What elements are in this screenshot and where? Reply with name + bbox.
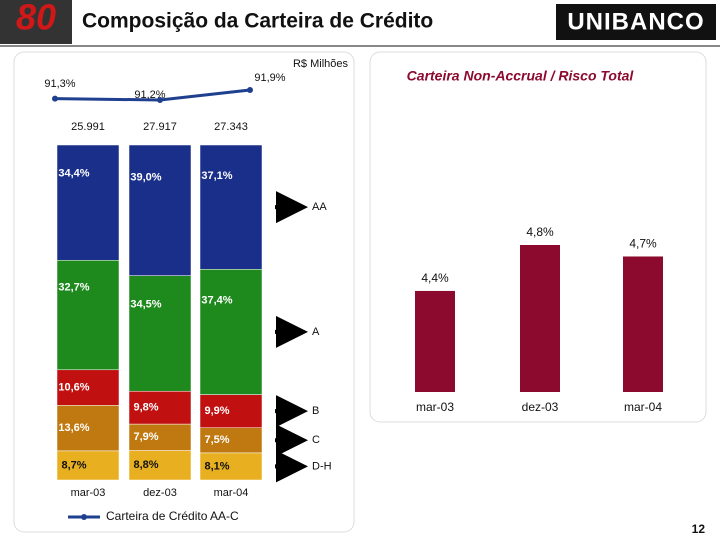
x-tick-label: dez-03 (522, 400, 559, 414)
value-label: 4,4% (421, 271, 449, 285)
series-label: A (312, 326, 320, 338)
bar-segment (199, 269, 263, 395)
bar-segment (128, 423, 192, 451)
bar (520, 245, 560, 392)
line-value-label: 91,3% (44, 78, 75, 90)
value-label: 8,8% (133, 459, 158, 471)
x-tick-label: mar-03 (71, 487, 106, 499)
line-value-label: 91,2% (134, 89, 165, 101)
logo: 80 (16, 0, 56, 38)
bar-segment (128, 450, 192, 481)
bar-segment (56, 259, 120, 371)
bar (623, 256, 663, 392)
bar-segment (199, 427, 263, 454)
legend-label: Carteira de Crédito AA-C (106, 509, 239, 523)
value-label: 4,8% (526, 225, 554, 239)
line-marker (157, 97, 163, 103)
value-label: 39,0% (130, 172, 161, 184)
bar-segment (199, 394, 263, 428)
value-label: 4,7% (629, 237, 657, 251)
value-label: 8,7% (61, 459, 86, 471)
slide-title: Composição da Carteira de Crédito (82, 10, 433, 33)
value-label: 13,6% (58, 422, 89, 434)
value-label: 9,9% (204, 405, 229, 417)
line-marker (247, 87, 253, 93)
value-label: 8,1% (204, 460, 229, 472)
page-number: 12 (692, 522, 706, 536)
bar-segment (56, 144, 120, 261)
x-tick-label: dez-03 (143, 487, 177, 499)
brand: UNIBANCO (567, 8, 704, 35)
logo-box (0, 0, 72, 44)
value-label: 10,6% (58, 381, 89, 393)
value-label: 37,1% (201, 170, 232, 182)
bar-segment (56, 450, 120, 481)
x-tick-label: mar-03 (416, 400, 454, 414)
value-label: 34,5% (130, 298, 161, 310)
bar-segment (199, 144, 263, 270)
total-label: 27.343 (214, 121, 248, 133)
right-frame (369, 51, 707, 423)
value-label: 7,5% (204, 434, 229, 446)
series-label: C (312, 434, 320, 446)
bar (415, 290, 455, 392)
bar-segment (128, 144, 192, 276)
value-label: 7,9% (133, 431, 158, 443)
brand-box (556, 4, 716, 40)
bar-segment (128, 275, 192, 392)
series-label: AA (312, 201, 327, 213)
bar-segment (199, 452, 263, 481)
total-label: 27.917 (143, 121, 177, 133)
left-frame (13, 51, 355, 533)
bar-segment (56, 405, 120, 452)
value-label: 32,7% (58, 282, 89, 294)
bar-segment (56, 369, 120, 406)
legend-marker (81, 514, 87, 520)
x-tick-label: mar-04 (624, 400, 662, 414)
series-label: D-H (312, 460, 332, 472)
line-marker (52, 95, 58, 102)
x-tick-label: mar-04 (214, 487, 249, 499)
value-label: 9,8% (133, 402, 158, 414)
unit-label: R$ Milhões (293, 58, 349, 70)
line-value-label: 91,9% (254, 72, 285, 84)
bar-segment (128, 390, 192, 425)
total-label: 25.991 (71, 121, 105, 133)
chart-title: Carteira Non-Accrual / Risco Total (407, 68, 635, 84)
series-label: B (312, 405, 319, 417)
value-label: 37,4% (201, 295, 232, 307)
value-label: 34,4% (58, 168, 89, 180)
